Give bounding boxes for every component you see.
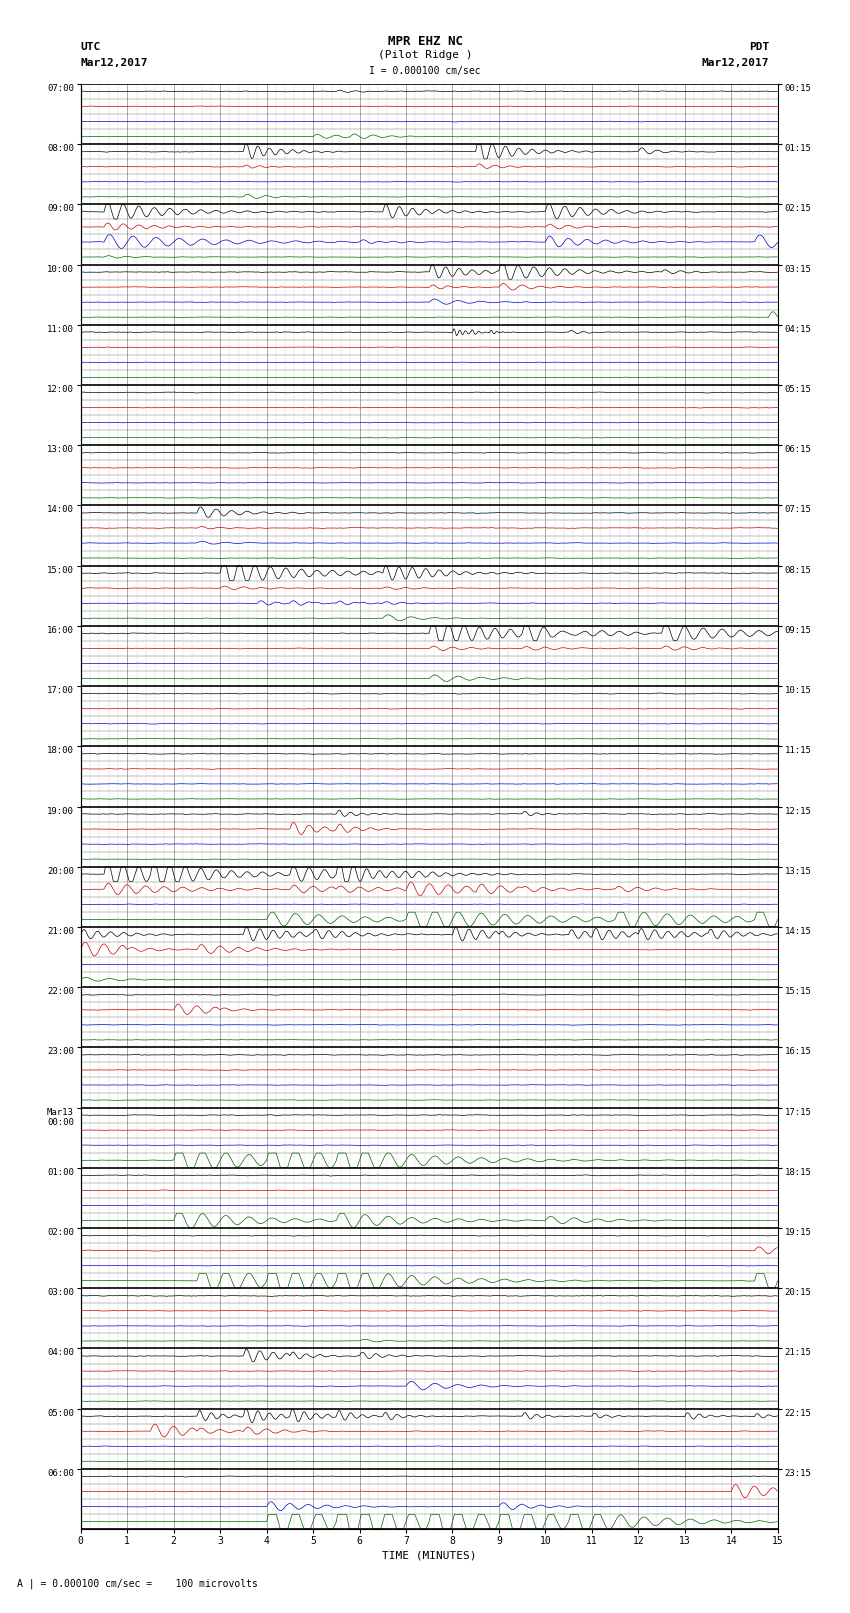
Text: Mar12,2017: Mar12,2017 [702, 58, 769, 68]
Text: MPR EHZ NC: MPR EHZ NC [388, 35, 462, 48]
Text: UTC: UTC [81, 42, 101, 52]
Text: A | = 0.000100 cm/sec =    100 microvolts: A | = 0.000100 cm/sec = 100 microvolts [17, 1579, 258, 1589]
Text: (Pilot Ridge ): (Pilot Ridge ) [377, 50, 473, 60]
Text: PDT: PDT [749, 42, 769, 52]
X-axis label: TIME (MINUTES): TIME (MINUTES) [382, 1550, 477, 1560]
Text: Mar12,2017: Mar12,2017 [81, 58, 148, 68]
Text: I = 0.000100 cm/sec: I = 0.000100 cm/sec [369, 66, 481, 76]
